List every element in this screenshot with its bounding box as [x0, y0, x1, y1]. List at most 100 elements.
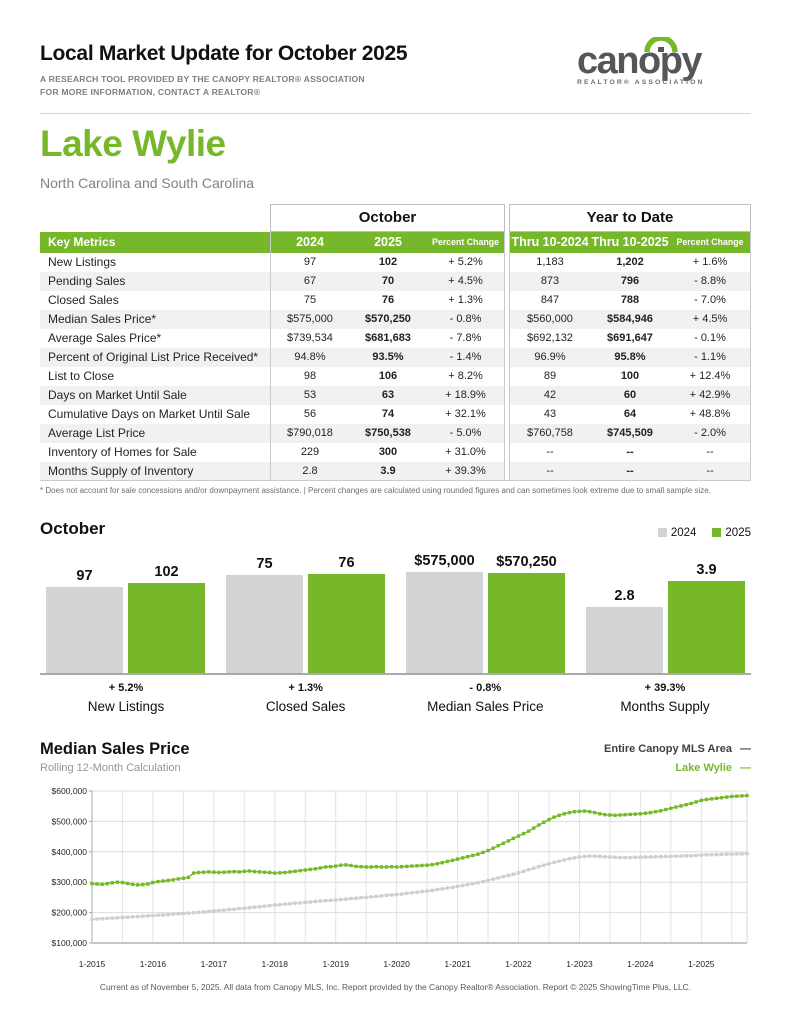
bar-category-label: New Listings [87, 698, 165, 714]
bar-legend-label: 2025 [725, 526, 751, 539]
table-row-label: Average Sales Price* [48, 331, 162, 346]
bar-group-months-supply: 2.8 3.9 [586, 562, 745, 673]
bar-percent-change: + 1.3% [288, 681, 323, 694]
bar-value-label: 76 [338, 554, 355, 571]
table-cell-oct-change: - 0.8% [427, 309, 505, 329]
table-row-label: Percent of Original List Price Received* [40, 347, 270, 367]
bar-value-label: $570,250 [496, 553, 557, 570]
line-legend-dash-icon: — [740, 762, 751, 775]
report-header: Local Market Update for October 2025 A R… [40, 37, 751, 100]
table-header-pct-change-ytd: Percent Change [670, 231, 751, 253]
line-chart-titles: Median Sales Price Rolling 12-Month Calc… [40, 740, 190, 774]
table-footnote: * Does not account for sale concessions … [40, 485, 711, 495]
table-cell-oct-2024: 56 [270, 404, 349, 424]
svg-text:1-2021: 1-2021 [444, 959, 471, 969]
table-row-label: Pending Sales [40, 271, 270, 291]
table-cell-oct-2024: 53 [270, 385, 349, 405]
bar-value-label: 75 [256, 555, 273, 572]
svg-text:$400,000: $400,000 [52, 847, 88, 857]
line-legend-label: Lake Wylie [675, 762, 732, 775]
table-cell-ytd-change: + 12.4% [670, 366, 751, 386]
table-cell-ytd-change: -- [670, 442, 751, 462]
bar-chart-title: October [40, 518, 106, 538]
table-corner-blank [40, 203, 270, 232]
bar-legend-item-2024: 2024 [657, 526, 697, 539]
table-header-thru-2024: Thru 10-2024 [509, 231, 590, 253]
canopy-logo-tagline: REALTOR® ASSOCIATION [577, 79, 705, 87]
bar-value-label: 97 [76, 567, 93, 584]
line-legend-entry-entire-canopy-mls-area: Entire Canopy MLS Area — [604, 740, 751, 760]
key-metrics-table: October Year to Date Key Metrics 2024 2025 Pe… [40, 203, 751, 481]
bar-2024 [226, 574, 303, 673]
bar-percent-change: + 39.3% [644, 681, 686, 694]
table-gap [505, 461, 509, 481]
bar-column: 2.8 [586, 588, 663, 673]
table-cell-oct-2025: $570,250 [349, 309, 427, 329]
table-cell-ytd-2024: 43 [509, 404, 590, 424]
table-row-label: New Listings [48, 255, 117, 270]
table-cell-ytd-2024: 873 [509, 271, 590, 291]
table-header-pct-change-oct: Percent Change [427, 231, 505, 253]
bar-group-footer: - 0.8% Median Sales Price [405, 682, 565, 714]
bar-2025 [488, 572, 565, 673]
svg-text:$500,000: $500,000 [52, 817, 88, 827]
table-cell-oct-2024: $575,000 [270, 309, 349, 329]
svg-text:1-2015: 1-2015 [79, 959, 106, 969]
table-cell-ytd-change: - 8.8% [670, 271, 751, 291]
bar-column: 97 [46, 568, 123, 673]
table-group-header-october: October [270, 203, 505, 232]
svg-text:$100,000: $100,000 [52, 938, 88, 948]
bar-legend-swatch-icon [657, 528, 667, 538]
table-cell-ytd-2024: 89 [509, 366, 590, 386]
table-cell-oct-2024: 94.8% [270, 347, 349, 367]
report-title: Local Market Update for October 2025 [40, 42, 408, 65]
table-cell-ytd-2024: 1,183 [509, 252, 590, 272]
bar-legend-label: 2024 [670, 526, 697, 539]
table-cell-ytd-2025: 64 [623, 408, 637, 421]
table-cell-ytd-change: + 42.9% [670, 385, 751, 405]
bar-value-label: 3.9 [696, 561, 717, 578]
bar-category-label: Months Supply [620, 698, 710, 714]
canopy-arc-icon [644, 37, 678, 52]
bar-column: 3.9 [668, 562, 745, 673]
table-cell-ytd-2024: $692,132 [509, 328, 590, 348]
bar-column: 75 [226, 556, 303, 673]
table-group-header-ytd: Year to Date [509, 203, 751, 232]
table-gap [505, 231, 509, 253]
table-gap [505, 423, 509, 443]
bar-2025 [308, 573, 385, 673]
report-header-text: Local Market Update for October 2025 A R… [40, 42, 408, 100]
table-gap [505, 271, 509, 291]
bar-2024 [406, 571, 483, 673]
table-gap [505, 309, 509, 329]
svg-text:1-2020: 1-2020 [383, 959, 410, 969]
table-cell-oct-change: + 8.2% [427, 366, 505, 386]
table-cell-oct-2024: 97 [270, 252, 349, 272]
bar-value-label: $575,000 [414, 552, 475, 569]
svg-text:1-2022: 1-2022 [505, 959, 532, 969]
bar-legend-item-2025: 2025 [712, 527, 751, 539]
bar-2024 [46, 586, 123, 673]
bar-chart-plot: 97 102 75 76 $575,000 $570,250 2.8 3.9 [40, 547, 751, 675]
canopy-logo-wordmark: canopy [577, 40, 703, 82]
table-cell-ytd-2025: -- [626, 446, 634, 459]
table-cell-oct-2025: 70 [349, 271, 427, 291]
table-cell-oct-change: + 5.2% [427, 252, 505, 272]
line-chart-plot: $100,000 $200,000 $300,000 $400,000 $500,000… [40, 783, 751, 976]
october-bar-chart-section: October 2024 2025 97 102 75 76 $575,000 $570,2… [40, 519, 751, 714]
table-header-key-metrics: Key Metrics [40, 231, 270, 253]
table-header-2024: 2024 [270, 231, 349, 253]
bar-2024 [586, 606, 663, 673]
report-page: Local Market Update for October 2025 A R… [40, 37, 751, 992]
bar-value-label: 102 [154, 563, 179, 580]
table-cell-oct-change: + 1.3% [427, 290, 505, 310]
table-cell-ytd-change: - 1.1% [670, 347, 751, 367]
table-row-label: Months Supply of Inventory [40, 461, 270, 481]
svg-text:1-2024: 1-2024 [627, 959, 654, 969]
table-cell-oct-2025: $681,683 [365, 332, 411, 345]
table-cell-ytd-2024: 96.9% [509, 347, 590, 367]
line-series-entire-canopy-mls-area [91, 853, 748, 921]
table-cell-ytd-2024: $760,758 [509, 423, 590, 443]
table-cell-oct-2024: $739,534 [270, 328, 349, 348]
table-gap [505, 404, 509, 424]
